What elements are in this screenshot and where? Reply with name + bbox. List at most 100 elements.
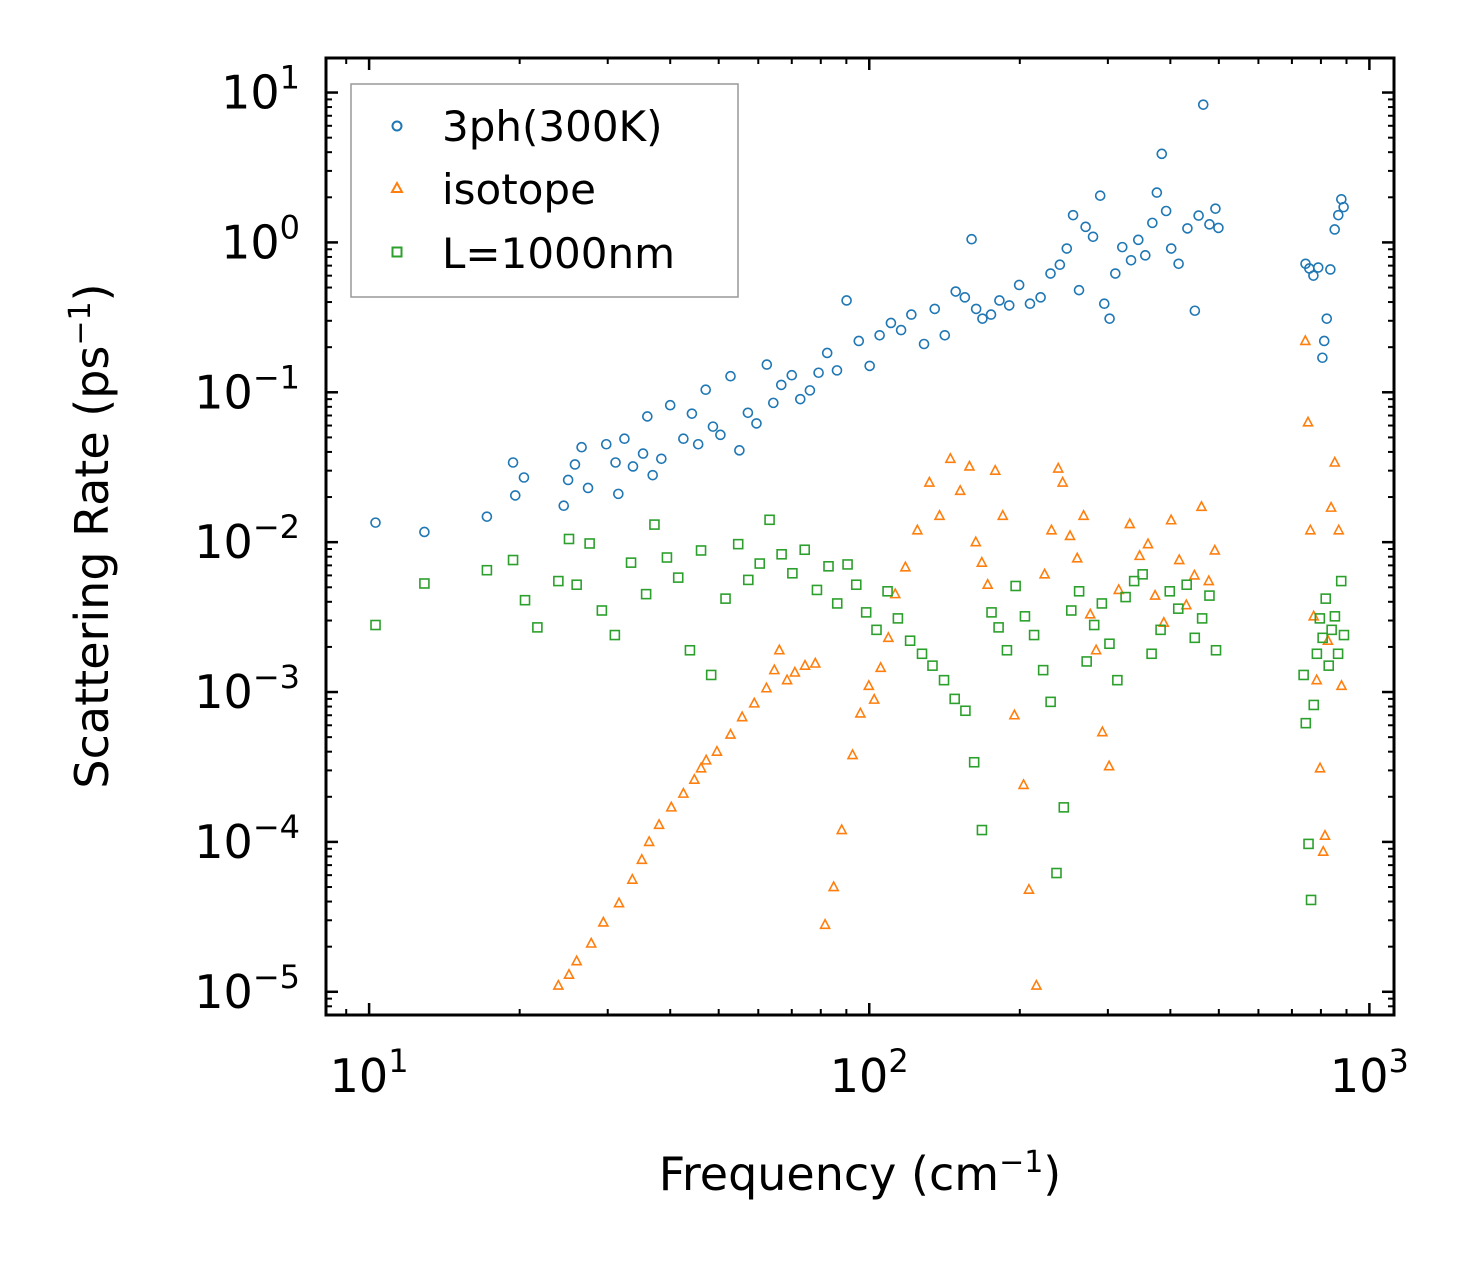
data-point <box>1189 305 1201 317</box>
data-point <box>736 710 748 722</box>
tick-exponent: −3 <box>253 658 300 696</box>
data-point <box>507 554 519 566</box>
data-point <box>1208 543 1221 555</box>
y-axis-label: Scattering Rate (ps−1) <box>63 283 119 788</box>
data-point <box>627 461 639 472</box>
data-point <box>569 459 581 470</box>
data-point <box>1310 673 1323 685</box>
data-point <box>1305 894 1317 906</box>
data-point <box>904 635 916 647</box>
y-tick-label: 10−4 <box>194 808 300 869</box>
data-point <box>1180 598 1193 610</box>
data-point <box>773 643 786 655</box>
data-point <box>553 575 564 587</box>
data-point <box>626 872 639 884</box>
data-point <box>768 397 779 409</box>
data-point <box>1013 279 1025 291</box>
data-point <box>938 674 950 686</box>
tick-base: 10 <box>221 215 280 269</box>
tick-exponent: −4 <box>253 808 300 846</box>
data-point <box>1098 298 1110 310</box>
data-point <box>636 853 648 865</box>
data-point <box>1332 648 1344 660</box>
data-point <box>1156 148 1168 160</box>
data-point <box>1123 517 1136 529</box>
data-point <box>684 644 696 656</box>
data-point <box>1003 300 1015 311</box>
data-point <box>1318 335 1330 347</box>
data-point <box>1325 264 1336 275</box>
data-point <box>1080 221 1091 233</box>
data-point <box>1322 634 1334 646</box>
data-point <box>1196 613 1208 624</box>
tick-base: 10 <box>194 665 253 719</box>
data-point <box>895 324 907 336</box>
data-point <box>976 824 988 836</box>
data-point <box>933 509 946 521</box>
data-point <box>1210 203 1221 214</box>
data-point <box>707 421 719 432</box>
tick-base: 10 <box>830 1049 889 1103</box>
data-point <box>1139 250 1151 261</box>
data-point <box>625 557 637 568</box>
data-point <box>1204 219 1215 230</box>
data-point <box>754 558 766 569</box>
data-point <box>1300 717 1312 729</box>
data-point <box>1308 270 1319 281</box>
data-point <box>1128 575 1140 587</box>
legend-label-3ph: 3ph(300K) <box>442 102 662 151</box>
data-point <box>1132 234 1144 246</box>
data-point <box>854 706 867 718</box>
data-point <box>950 286 962 297</box>
data-point <box>1210 644 1222 656</box>
x-tick-label: 101 <box>330 1042 409 1103</box>
data-point <box>846 748 859 760</box>
data-point <box>725 370 736 382</box>
data-point <box>1157 616 1170 628</box>
data-point <box>640 588 652 600</box>
data-point <box>927 660 938 671</box>
data-point <box>996 509 1009 521</box>
data-point <box>570 954 583 966</box>
data-point <box>882 586 893 597</box>
data-point <box>809 656 822 668</box>
data-point <box>1329 611 1341 622</box>
tick-base: 10 <box>194 965 253 1019</box>
data-point <box>1181 579 1192 591</box>
data-point <box>642 411 653 422</box>
data-point <box>1024 298 1036 310</box>
data-point <box>1045 268 1056 279</box>
data-point <box>1001 644 1013 656</box>
data-point <box>968 756 980 768</box>
data-point <box>823 561 834 572</box>
x-axis-label-tail: ) <box>1043 1147 1061 1201</box>
data-point <box>1314 761 1326 773</box>
data-point <box>481 564 493 576</box>
data-point <box>1125 254 1137 266</box>
data-point <box>827 880 840 892</box>
data-point <box>1094 190 1106 201</box>
data-point <box>871 624 882 636</box>
legend-label-isotope: isotope <box>442 165 596 214</box>
data-point <box>970 303 982 315</box>
data-point <box>1172 603 1184 614</box>
data-point <box>864 360 875 372</box>
data-point <box>1064 529 1076 541</box>
data-point <box>1165 243 1177 254</box>
series-1-points <box>552 334 1348 990</box>
data-point <box>585 936 598 948</box>
tick-exponent: 3 <box>1388 1042 1408 1080</box>
data-point <box>1065 605 1077 616</box>
data-point <box>760 681 773 693</box>
data-point <box>610 457 621 468</box>
data-point <box>1302 415 1314 427</box>
data-point <box>1010 580 1021 592</box>
data-point <box>1052 461 1065 473</box>
data-point <box>661 552 673 563</box>
data-point <box>989 463 1002 475</box>
series-0-points <box>370 99 1349 538</box>
tick-base: 10 <box>221 66 280 120</box>
tick-exponent: 0 <box>280 208 300 246</box>
data-point <box>1110 268 1121 279</box>
